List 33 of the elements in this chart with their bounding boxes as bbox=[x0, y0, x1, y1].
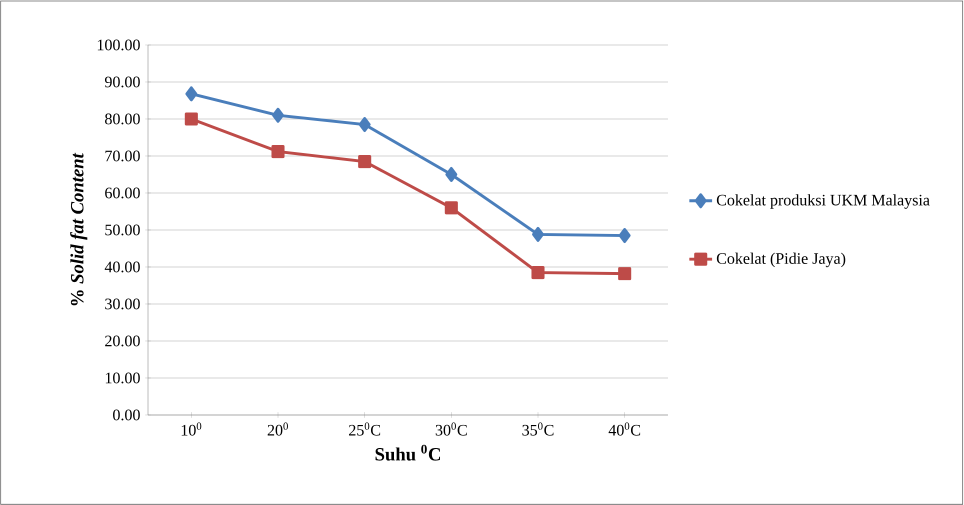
y-tick-label: 40.00 bbox=[104, 262, 140, 272]
y-tick-label: 60.00 bbox=[105, 188, 140, 198]
y-tick-label: 100.00 bbox=[98, 40, 140, 50]
point bbox=[272, 108, 284, 123]
y-tick-label: 90.00 bbox=[104, 76, 140, 88]
point bbox=[445, 167, 458, 182]
y-tick-label: 0.00 bbox=[113, 410, 140, 420]
x-tick-label: 40$^{0}$C bbox=[608, 422, 640, 436]
y-tick-label: 50.00 bbox=[105, 224, 140, 236]
x-tick-label: 35$^{0}$C bbox=[522, 422, 554, 436]
x-tick-label: 30$^{0}$C bbox=[436, 422, 467, 436]
point bbox=[358, 155, 372, 168]
point bbox=[532, 226, 544, 242]
point bbox=[185, 86, 198, 102]
legend-label: Cokelat produksi UKM Malaysia bbox=[716, 194, 930, 209]
y-tick-label: 70.00 bbox=[105, 150, 140, 162]
legend-label: Cokelat (Pidie Jaya) bbox=[716, 252, 846, 268]
x-tick-label: 20$^{0}$ bbox=[268, 422, 288, 436]
y-tick-label: 20.00 bbox=[105, 336, 140, 346]
y-axis-title: % Solid fat Content bbox=[70, 152, 88, 306]
x-axis-title: Suhu $^{0}$C bbox=[376, 444, 440, 461]
y-tick-label: 10.00 bbox=[106, 372, 140, 384]
y-tick-label: 80.00 bbox=[105, 114, 140, 124]
point bbox=[271, 145, 285, 158]
y-tick-label: 30.00 bbox=[105, 298, 140, 310]
point bbox=[618, 267, 632, 280]
x-tick-label: 25$^{0}$C bbox=[349, 422, 380, 436]
point bbox=[184, 112, 198, 126]
x-tick-label: 10$^{0}$ bbox=[182, 422, 202, 436]
point bbox=[618, 228, 631, 244]
point bbox=[444, 201, 458, 214]
point bbox=[531, 266, 545, 280]
point bbox=[358, 117, 371, 132]
